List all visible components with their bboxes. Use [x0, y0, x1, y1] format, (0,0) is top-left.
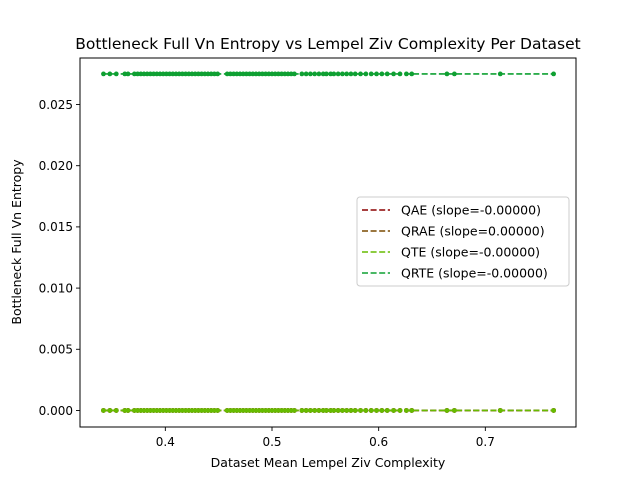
plot-area	[101, 71, 556, 413]
y-tick-label: 0.020	[39, 159, 73, 173]
legend-label: QAE (slope=-0.00000)	[401, 203, 541, 218]
data-point	[340, 71, 345, 77]
series-2	[101, 408, 556, 413]
data-point	[348, 71, 354, 77]
legend-label: QTE (slope=-0.00000)	[401, 245, 540, 260]
data-point	[358, 408, 363, 413]
y-axis: 0.000 0.005 0.010 0.015 0.020 0.025	[39, 98, 80, 418]
data-point	[324, 71, 329, 77]
legend-label: QRAE (slope=0.00000)	[401, 224, 545, 239]
legend: QAE (slope=-0.00000) QRAE (slope=0.00000)…	[356, 196, 570, 287]
data-point	[374, 71, 379, 77]
data-point	[348, 408, 354, 413]
data-point	[340, 408, 345, 413]
y-tick-label: 0.025	[39, 98, 73, 112]
data-point	[324, 408, 329, 413]
y-tick-label: 0.015	[39, 220, 73, 234]
x-tick-label: 0.7	[476, 435, 495, 449]
data-point	[444, 408, 450, 413]
data-point	[331, 71, 337, 77]
x-tick-label: 0.5	[262, 435, 281, 449]
data-point	[107, 408, 113, 413]
legend-box	[356, 196, 570, 287]
legend-label: QRTE (slope=-0.00000)	[401, 266, 548, 281]
y-tick-label: 0.005	[39, 343, 73, 357]
data-point	[358, 71, 363, 77]
chart-title: Bottleneck Full Vn Entropy vs Lempel Ziv…	[75, 35, 580, 53]
data-point	[125, 71, 131, 77]
data-point	[444, 71, 450, 77]
x-axis-label: Dataset Mean Lempel Ziv Complexity	[211, 455, 446, 470]
data-point	[391, 408, 396, 413]
y-tick-label: 0.000	[39, 404, 73, 418]
data-point	[551, 71, 556, 77]
data-point	[384, 71, 390, 77]
data-point	[452, 408, 457, 413]
data-point	[409, 408, 415, 413]
y-tick-label: 0.010	[39, 281, 73, 295]
data-point	[409, 71, 415, 77]
data-point	[551, 408, 556, 413]
data-point	[331, 408, 337, 413]
x-tick-label: 0.6	[369, 435, 388, 449]
plot-frame	[79, 57, 577, 428]
data-point	[384, 408, 390, 413]
data-point	[107, 71, 113, 77]
data-point	[391, 71, 396, 77]
data-point	[452, 71, 457, 77]
x-axis: 0.4 0.5 0.6 0.7	[156, 427, 495, 449]
data-point	[374, 408, 379, 413]
y-axis-label: Bottleneck Full Vn Entropy	[9, 159, 24, 325]
data-point	[125, 408, 131, 413]
x-tick-label: 0.4	[156, 435, 175, 449]
series-3	[101, 71, 556, 77]
